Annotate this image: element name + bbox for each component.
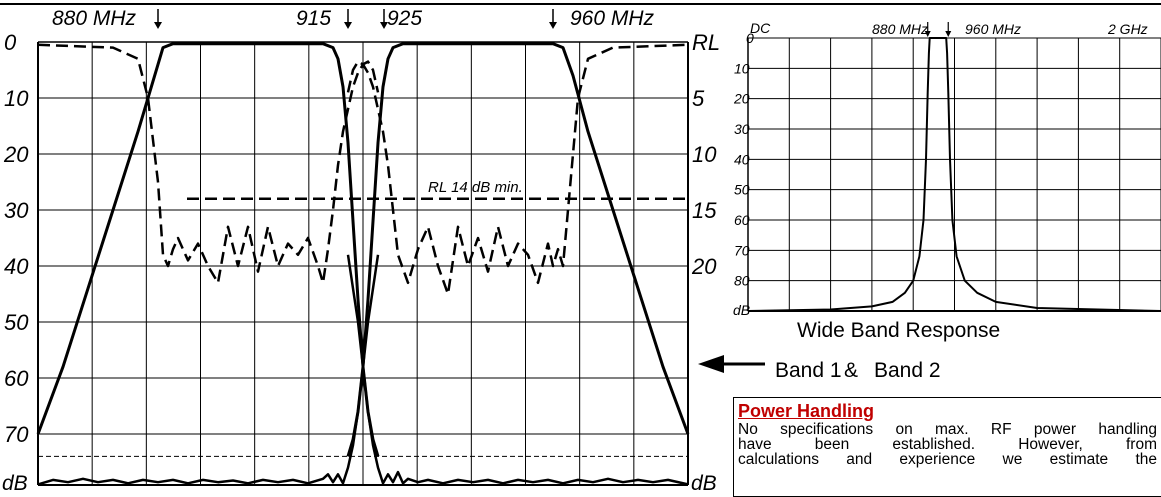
power-handling-line: have been established. However, from	[738, 436, 1157, 453]
frequency-marker-arrowhead	[549, 22, 557, 29]
band-2-label: Band 2	[874, 359, 941, 382]
wide-y-tick-label: 20	[733, 91, 750, 107]
y-left-unit-label: dB	[2, 472, 28, 492]
wide-chart-series	[747, 37, 1161, 312]
wide-band-response-curve	[747, 37, 1161, 312]
wide-band-caption: Wide Band Response	[797, 319, 1000, 342]
power-handling-line: calculations and experience we estimate …	[738, 451, 1157, 468]
y-left-tick-label: 50	[4, 310, 29, 335]
wide-y-tick-label: 30	[734, 121, 750, 137]
wide-chart-grid	[747, 37, 1161, 312]
y-left-tick-label: 30	[4, 198, 29, 223]
insertion-loss-curve	[346, 42, 690, 457]
power-handling-line: No specifications on max. RF power handl…	[738, 421, 1157, 438]
wide-chart-labels: 0 10 20 30 40 50 60 70 80 dB DC 880 MHz 960 MHz 2 GHz…	[733, 20, 1148, 342]
main-chart-grid	[37, 41, 689, 486]
y-left-tick-label: 60	[4, 366, 29, 391]
wide-y-tick-label: 60	[734, 212, 750, 228]
power-handling-box: Power Handling No specifications on max.…	[733, 397, 1161, 497]
wide-top-label: 960 MHz	[965, 21, 1021, 37]
y-right-unit-label: dB	[691, 472, 717, 492]
y-left-tick-label: 70	[4, 422, 29, 447]
top-frequency-label: 915	[296, 7, 331, 30]
wide-y-unit-label: dB	[733, 302, 750, 318]
top-frequency-label: 960 MHz	[570, 7, 655, 30]
wide-top-label: 2 GHz	[1107, 21, 1148, 37]
frequency-marker-arrowhead	[154, 22, 162, 29]
top-frequency-label: 925	[387, 7, 422, 30]
power-handling-title: Power Handling	[738, 401, 875, 421]
band-arrow	[698, 355, 765, 373]
return-loss-curve	[37, 43, 380, 285]
wide-y-tick-label: 0	[746, 30, 754, 46]
wide-y-tick-label: 10	[734, 60, 750, 76]
isolation-curve	[37, 254, 380, 486]
y-left-tick-label: 20	[3, 142, 29, 167]
wide-y-tick-label: 80	[734, 273, 750, 289]
wide-top-label: 880 MHz	[872, 21, 928, 37]
top-frequency-label: 880 MHz	[52, 7, 137, 30]
wide-y-tick-label: 40	[734, 151, 750, 167]
rl-annotation: RL 14 dB min.	[428, 179, 523, 196]
power-handling-text: No specifications on max. RF power handl…	[738, 421, 1157, 468]
main-chart-series	[36, 42, 690, 486]
y-left-tick-label: 40	[4, 254, 29, 279]
y-right-tick-label: 10	[692, 142, 717, 167]
wide-marker-arrowhead	[924, 31, 931, 37]
band-1-label: Band 1	[775, 359, 842, 382]
y-right-tick-label: 20	[691, 254, 717, 279]
y-right-tick-label: 5	[692, 86, 705, 111]
y-left-tick-label: 0	[4, 30, 17, 55]
isolation-curve	[346, 254, 689, 486]
wide-y-tick-label: 50	[734, 182, 750, 198]
wide-top-label: DC	[750, 20, 771, 36]
main-chart-labels: 0 10 20 30 40 50 60 70 dB RL 5 10 15 20 dB 880 MHz 915 92…	[2, 7, 720, 495]
y-right-title: RL	[692, 30, 720, 55]
return-loss-curve	[346, 43, 689, 296]
y-right-tick-label: 15	[692, 198, 717, 223]
frequency-marker-arrowhead	[344, 22, 352, 29]
insertion-loss-curve	[36, 42, 380, 457]
band-ampersand: &	[844, 359, 858, 382]
y-left-tick-label: 10	[4, 86, 29, 111]
wide-y-tick-label: 70	[734, 242, 750, 258]
frequency-marker-arrowhead	[380, 22, 388, 29]
wide-marker-arrowhead	[945, 31, 952, 37]
